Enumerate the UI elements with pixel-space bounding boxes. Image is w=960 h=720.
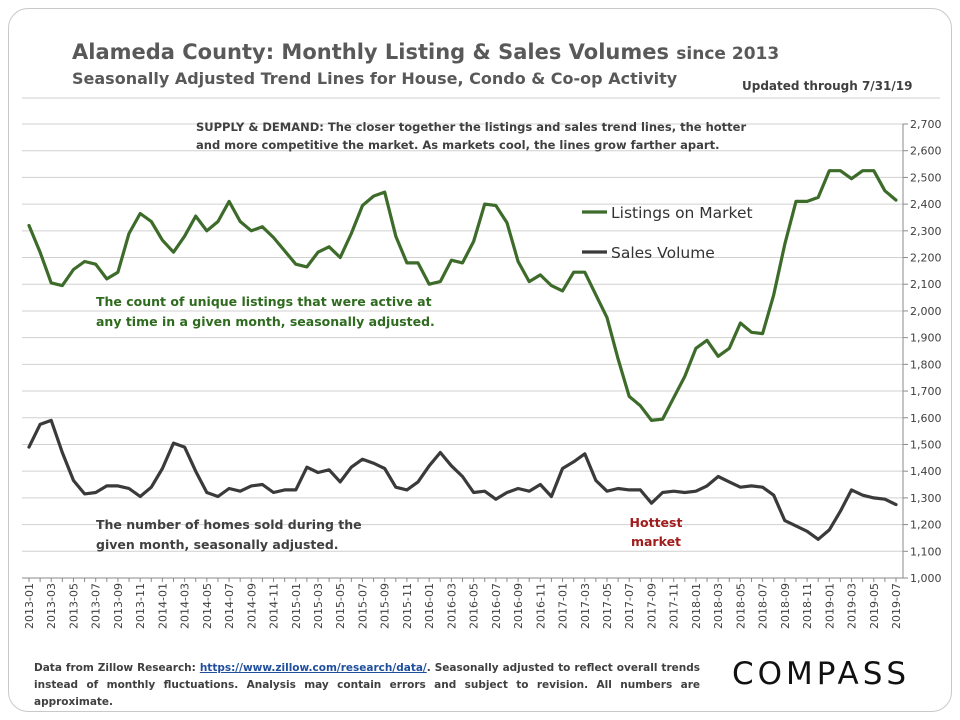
x-tick-label: 2018-01: [690, 583, 703, 629]
sales-line: [27, 418, 898, 541]
x-tick-label: 2019-01: [823, 583, 836, 629]
annotations: SUPPLY & DEMAND: The closer together the…: [96, 120, 746, 552]
x-tick-label: 2017-11: [668, 583, 681, 629]
x-tick-label: 2015-01: [290, 583, 303, 629]
x-tick-label: 2015-05: [334, 583, 347, 629]
y-tick-label: 1,000: [910, 572, 942, 585]
x-tick-label: 2019-07: [890, 583, 903, 629]
chart-title-text: Alameda County: Monthly Listing & Sales …: [72, 40, 669, 64]
y-tick-label: 2,700: [910, 118, 942, 131]
sales-note: given month, seasonally adjusted.: [96, 537, 339, 552]
x-tick-label: 2014-03: [179, 583, 192, 629]
chart-frame: [8, 8, 952, 712]
zillow-link[interactable]: https://www.zillow.com/research/data/: [199, 662, 427, 674]
x-tick-label: 2017-03: [579, 583, 592, 629]
y-tick-label: 2,100: [910, 278, 942, 291]
x-tick-label: 2014-09: [245, 583, 258, 629]
x-tick-label: 2018-07: [757, 583, 770, 629]
x-tick-label: 2016-11: [534, 583, 547, 629]
x-tick-label: 2018-05: [734, 583, 747, 629]
legend: Listings on Market Sales Volume: [582, 204, 753, 262]
x-tick-label: 2014-11: [268, 583, 281, 629]
x-tick-label: 2015-09: [379, 583, 392, 629]
hottest-market-label: market: [631, 534, 681, 549]
y-tick-label: 1,300: [910, 492, 942, 505]
listings-note: The count of unique listings that were a…: [96, 294, 432, 309]
footer-note-suffix: . Seasonally adjusted to reflect overall…: [34, 662, 700, 708]
x-tick-label: 2018-03: [712, 583, 725, 629]
x-tick-label: 2017-07: [623, 583, 636, 629]
x-tick-label: 2013-03: [45, 583, 58, 629]
chart-title-suffix: since 2013: [676, 44, 780, 64]
listings-line: [27, 169, 898, 422]
y-tick-label: 1,700: [910, 385, 942, 398]
x-tick-label: 2017-01: [557, 583, 570, 629]
chart-subtitle: Seasonally Adjusted Trend Lines for Hous…: [72, 69, 678, 88]
y-tick-label: 1,900: [910, 332, 942, 345]
y-tick-label: 1,800: [910, 358, 942, 371]
x-tick-label: 2013-01: [23, 583, 36, 629]
hottest-market-label: Hottest: [630, 515, 683, 530]
x-tick-label: 2015-03: [312, 583, 325, 629]
x-tick-label: 2019-05: [868, 583, 881, 629]
legend-label: Sales Volume: [611, 244, 715, 262]
x-tick-label: 2013-11: [134, 583, 147, 629]
x-tick-label: 2016-09: [512, 583, 525, 629]
supply-demand-note: SUPPLY & DEMAND: The closer together the…: [196, 120, 746, 134]
x-tick-label: 2016-07: [490, 583, 503, 629]
y-tick-label: 1,600: [910, 412, 942, 425]
series-lines: [27, 169, 898, 541]
x-tick-label: 2014-05: [201, 583, 214, 629]
listings-note: any time in a given month, seasonally ad…: [96, 314, 435, 329]
y-tick-label: 2,400: [910, 198, 942, 211]
chart-title: Alameda County: Monthly Listing & Sales …: [72, 40, 779, 64]
gridlines: [22, 123, 903, 552]
x-tick-label: 2016-05: [468, 583, 481, 629]
x-tick-label: 2016-01: [423, 583, 436, 629]
x-tick-label: 2017-05: [601, 583, 614, 629]
x-tick-label: 2019-03: [846, 583, 859, 629]
y-tick-label: 2,600: [910, 145, 942, 158]
x-tick-label: 2015-11: [401, 583, 414, 629]
y-tick-label: 1,100: [910, 545, 942, 558]
x-tick-label: 2018-09: [779, 583, 792, 629]
legend-label: Listings on Market: [611, 204, 753, 222]
footer-note-prefix: Data from Zillow Research:: [34, 662, 200, 674]
x-tick-label: 2017-09: [645, 583, 658, 629]
axes: 1,000 1,100 1,200 1,300 1,400 1,500 1,600 1,700…: [22, 118, 942, 629]
y-tick-label: 1,500: [910, 438, 942, 451]
x-tick-label: 2014-01: [156, 583, 169, 629]
updated-date: Updated through 7/31/19: [742, 79, 913, 93]
x-tick-label: 2013-05: [67, 583, 80, 629]
x-tick-label: 2013-09: [112, 583, 125, 629]
y-tick-label: 2,200: [910, 252, 942, 265]
supply-demand-note: and more competitive the market. As mark…: [196, 138, 719, 152]
x-tick-label: 2015-07: [356, 583, 369, 629]
compass-logo: COMPASS: [732, 656, 911, 692]
x-tick-label: 2013-07: [90, 583, 103, 629]
sales-note: The number of homes sold during the: [96, 517, 362, 532]
x-tick-label: 2014-07: [223, 583, 236, 629]
footer-note: Data from Zillow Research: https://www.z…: [34, 660, 700, 711]
x-tick-label: 2018-11: [801, 583, 814, 629]
y-tick-label: 2,300: [910, 225, 942, 238]
y-tick-label: 2,500: [910, 171, 942, 184]
x-tick-label: 2016-03: [445, 583, 458, 629]
y-tick-label: 2,000: [910, 305, 942, 318]
y-tick-label: 1,400: [910, 465, 942, 478]
y-tick-label: 1,200: [910, 519, 942, 532]
